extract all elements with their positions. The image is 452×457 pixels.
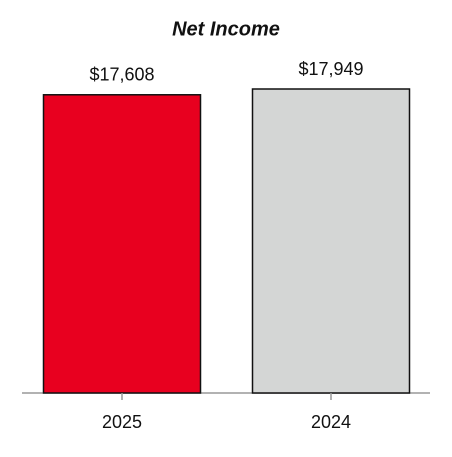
value-label: $17,608 <box>89 65 154 85</box>
x-tick-label: 2024 <box>311 412 351 432</box>
value-label: $17,949 <box>298 59 363 79</box>
chart-title: Net Income <box>172 18 280 40</box>
bar <box>251 88 411 394</box>
x-tick-label: 2025 <box>102 412 142 432</box>
bar <box>42 94 202 394</box>
